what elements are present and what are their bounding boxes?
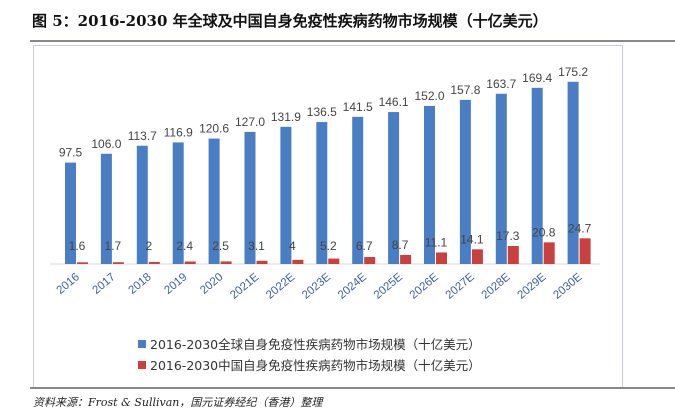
data-label-china: 20.8 bbox=[532, 225, 556, 239]
data-label-global: 127.0 bbox=[235, 115, 265, 129]
data-label-china: 17.3 bbox=[496, 229, 520, 243]
bar-global bbox=[424, 105, 435, 264]
bar-china bbox=[507, 246, 519, 264]
bar-china bbox=[400, 254, 412, 264]
bar-global bbox=[208, 138, 220, 264]
x-tick-label: 2022E bbox=[264, 271, 297, 302]
x-tick-label: 2023E bbox=[300, 271, 333, 302]
data-label-global: 175.2 bbox=[558, 65, 588, 79]
bar-global bbox=[531, 87, 543, 264]
bar-global bbox=[172, 142, 184, 264]
x-tick-label: 2028E bbox=[480, 271, 513, 302]
bar-global bbox=[495, 93, 507, 264]
data-label-global: 120.6 bbox=[199, 122, 229, 136]
x-tick-label: 2030E bbox=[551, 271, 584, 302]
bar-china bbox=[220, 261, 232, 264]
data-label-global: 157.8 bbox=[450, 83, 480, 97]
data-label-global: 136.5 bbox=[307, 105, 337, 119]
x-tick-label: 2024E bbox=[336, 271, 369, 302]
x-tick-label: 2018 bbox=[126, 271, 153, 297]
bar-global bbox=[567, 81, 579, 265]
bar-global bbox=[459, 99, 471, 264]
data-label-china: 11.1 bbox=[425, 235, 448, 249]
data-label-global: 169.4 bbox=[522, 71, 552, 85]
data-label-global: 152.0 bbox=[414, 89, 444, 103]
data-label-global: 116.9 bbox=[164, 125, 193, 139]
x-tick-label: 2026E bbox=[408, 271, 441, 302]
bar-china bbox=[148, 261, 160, 264]
data-label-china: 4 bbox=[289, 239, 296, 253]
bar-china bbox=[579, 238, 591, 264]
x-tick-label: 2027E bbox=[444, 271, 477, 302]
data-label-china: 2.5 bbox=[212, 239, 229, 253]
bottom-divider bbox=[30, 387, 675, 389]
bar-global bbox=[244, 131, 256, 264]
legend-label-global: 2016-2030全球自身免疫性疾病药物市场规模（十亿美元） bbox=[150, 337, 481, 352]
bar-china bbox=[112, 262, 124, 264]
data-label-global: 163.7 bbox=[486, 77, 516, 91]
bar-china bbox=[184, 261, 196, 264]
top-divider bbox=[30, 40, 675, 42]
bar-global bbox=[100, 153, 112, 264]
data-label-china: 6.7 bbox=[356, 239, 373, 253]
bar-china bbox=[543, 242, 555, 264]
bar-global bbox=[65, 162, 76, 264]
bar-china bbox=[256, 260, 268, 264]
legend: 2016-2030全球自身免疫性疾病药物市场规模（十亿美元） 2016-2030… bbox=[138, 333, 481, 375]
x-tick-label: 2019 bbox=[162, 271, 189, 297]
data-label-global: 131.9 bbox=[271, 110, 301, 124]
data-label-china: 24.7 bbox=[568, 221, 592, 235]
bar-global bbox=[316, 122, 328, 264]
data-label-global: 106.0 bbox=[91, 137, 121, 151]
data-label-global: 97.5 bbox=[59, 146, 83, 160]
legend-item-global: 2016-2030全球自身免疫性疾病药物市场规模（十亿美元） bbox=[138, 333, 481, 354]
legend-label-china: 2016-2030中国自身免疫性疾病药物市场规模（十亿美元） bbox=[150, 358, 481, 373]
bar-global bbox=[352, 116, 364, 264]
x-tick-label: 2021E bbox=[228, 271, 261, 302]
data-label-china: 1.7 bbox=[105, 239, 122, 253]
data-label-china: 2.4 bbox=[176, 239, 193, 253]
bar-china bbox=[292, 259, 304, 264]
data-label-global: 141.5 bbox=[343, 100, 373, 114]
x-tick-label: 2017 bbox=[91, 271, 118, 297]
data-label-global: 113.7 bbox=[128, 129, 157, 143]
x-tick-label: 2025E bbox=[372, 271, 405, 302]
bar-china bbox=[77, 262, 88, 264]
data-label-china: 3.1 bbox=[248, 239, 265, 253]
bar-china bbox=[364, 257, 376, 264]
legend-swatch-global bbox=[138, 339, 146, 348]
data-label-china: 5.2 bbox=[320, 239, 337, 253]
bar-china bbox=[471, 249, 483, 264]
bar-china bbox=[328, 258, 340, 264]
data-label-global: 146.1 bbox=[379, 95, 409, 109]
bar-china bbox=[436, 252, 447, 264]
data-label-china: 8.7 bbox=[392, 238, 409, 252]
data-label-china: 2 bbox=[145, 239, 152, 253]
legend-swatch-china bbox=[138, 360, 146, 369]
figure-title: 图 5：2016-2030 年全球及中国自身免疫性疾病药物市场规模（十亿美元） bbox=[32, 12, 548, 30]
bar-global bbox=[280, 126, 292, 264]
legend-item-china: 2016-2030中国自身免疫性疾病药物市场规模（十亿美元） bbox=[138, 354, 481, 375]
x-tick-label: 2016 bbox=[55, 271, 82, 297]
data-label-china: 1.6 bbox=[69, 239, 86, 253]
source-note: 资料来源：Frost & Sullivan，国元证券经纪（香港）整理 bbox=[33, 396, 323, 409]
data-label-china: 14.1 bbox=[460, 232, 484, 246]
x-tick-label: 2029E bbox=[515, 271, 548, 302]
x-tick-label: 2020 bbox=[198, 271, 225, 297]
bar-global bbox=[136, 145, 148, 264]
bar-global bbox=[388, 112, 400, 264]
